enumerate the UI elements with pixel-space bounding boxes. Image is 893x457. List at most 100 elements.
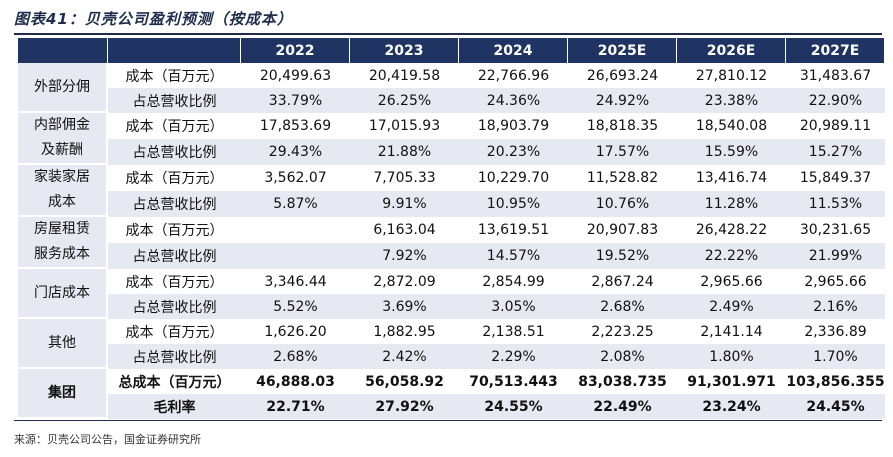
value-cell: 20,499.63 — [259, 67, 332, 84]
value-cell: 20,419.58 — [368, 67, 441, 84]
value-cell: 5.87% — [241, 191, 350, 217]
value-cell: 22.71% — [241, 394, 350, 419]
value-cell: 7,705.33 — [373, 170, 436, 186]
value-cell: 20.23% — [459, 139, 568, 165]
value-cell: 2,872.09 — [373, 273, 436, 290]
value-cell: 20,989.11 — [799, 118, 872, 134]
row-label: 占总营收比例 — [108, 294, 241, 319]
table-row: 占总营收比例 2.68% 2.42% 2.29% 2.08% 1.80% 1.70% — [18, 344, 885, 369]
table-row: 占总营收比例 7.92% 14.57% 19.52% 22.22% 21.99% — [18, 243, 885, 269]
table-row: 外部分佣 成本（百万元） 20,499.63 20,419.58 22,766.96 26… — [18, 63, 885, 113]
group-label-line: 内部佣金 — [34, 117, 90, 133]
value-cell: 26,428.22 — [695, 222, 768, 238]
value-cell: 3.05% — [459, 294, 568, 319]
group-label-line: 外部分佣 — [34, 78, 90, 95]
value-cell: 3,346.44 — [264, 273, 327, 290]
value-cell: 83,038.735 — [578, 373, 667, 390]
row-label: 毛利率 — [108, 394, 241, 419]
value-cell: 1.80% — [677, 344, 786, 369]
value-cell: 15.27% — [786, 139, 885, 165]
value-cell: 17.57% — [568, 139, 677, 165]
table-row: 占总营收比例 29.43% 21.88% 20.23% 17.57% 15.59% 15.2… — [18, 139, 885, 165]
value-cell: 13,416.74 — [695, 170, 768, 186]
value-cell: 15,849.37 — [799, 170, 872, 186]
table-row: 占总营收比例 33.79% 26.25% 24.36% 24.92% 23.38% 22.9… — [18, 88, 885, 113]
value-cell: 2,138.51 — [482, 323, 545, 340]
group-label-line: 房屋租赁 — [34, 221, 90, 237]
value-cell: 24.92% — [568, 88, 677, 113]
header-year: 2022 — [241, 38, 350, 63]
value-cell: 23.24% — [677, 394, 786, 419]
row-label: 成本（百万元） — [125, 68, 224, 85]
group-label: 家装家居 成本 — [18, 165, 108, 217]
header-blank — [18, 38, 108, 63]
chart-title: 图表41：贝壳公司盈利预测（按成本） — [14, 10, 293, 28]
row-label: 占总营收比例 — [108, 88, 241, 113]
row-label: 成本（百万元） — [125, 223, 224, 239]
header-row: 2022 2023 2024 2025E 2026E 2027E — [18, 38, 885, 63]
table-row: 集团 总成本（百万元） 46,888.03 56,058.92 70,513.443 83… — [18, 369, 885, 419]
group-label: 集团 — [18, 369, 108, 419]
source-note: 来源：贝壳公司公告，国金证券研究所 — [14, 433, 201, 446]
table-body: 外部分佣 成本（百万元） 20,499.63 20,419.58 22,766.96 26… — [18, 63, 885, 419]
group-label-line: 集团 — [48, 384, 76, 401]
header-year: 2025E — [568, 38, 677, 63]
group-label-line: 成本 — [48, 194, 76, 210]
value-cell: 46,888.03 — [256, 373, 335, 390]
row-label: 成本（百万元） — [125, 119, 224, 135]
value-cell: 3,562.07 — [264, 170, 327, 186]
value-cell: 20,907.83 — [586, 222, 659, 238]
value-cell: 2,336.89 — [804, 323, 867, 340]
value-cell: 10.95% — [459, 191, 568, 217]
header-year: 2027E — [786, 38, 885, 63]
value-cell: 24.36% — [459, 88, 568, 113]
header-year: 2024 — [459, 38, 568, 63]
value-cell: 2.49% — [677, 294, 786, 319]
value-cell: 29.43% — [241, 139, 350, 165]
row-label: 成本（百万元） — [125, 274, 224, 291]
value-cell: 91,301.971 — [687, 373, 776, 390]
value-cell: 31,483.67 — [799, 67, 872, 84]
group-label-line: 门店成本 — [34, 284, 90, 301]
value-cell: 2.42% — [350, 344, 459, 369]
value-cell: 2.68% — [241, 344, 350, 369]
value-cell: 2.68% — [568, 294, 677, 319]
value-cell — [241, 243, 350, 269]
value-cell: 18,540.08 — [695, 118, 768, 134]
value-cell: 17,853.69 — [259, 118, 332, 134]
value-cell: 23.38% — [677, 88, 786, 113]
value-cell: 56,058.92 — [365, 373, 444, 390]
header-year: 2023 — [350, 38, 459, 63]
value-cell: 2.08% — [568, 344, 677, 369]
value-cell: 7.92% — [350, 243, 459, 269]
value-cell: 2,867.24 — [591, 273, 654, 290]
header-blank — [108, 38, 241, 63]
value-cell: 10,229.70 — [477, 170, 550, 186]
group-label-line: 及薪酬 — [41, 142, 83, 158]
value-cell: 1.70% — [786, 344, 885, 369]
row-label: 占总营收比例 — [108, 191, 241, 217]
row-label: 占总营收比例 — [108, 243, 241, 269]
value-cell: 13,619.51 — [477, 222, 550, 238]
value-cell: 33.79% — [241, 88, 350, 113]
header-year: 2026E — [677, 38, 786, 63]
value-cell: 2,141.14 — [700, 323, 763, 340]
table-row: 毛利率 22.71% 27.92% 24.55% 22.49% 23.24% 24.45% — [18, 394, 885, 419]
value-cell: 15.59% — [677, 139, 786, 165]
bottom-rule — [14, 420, 882, 421]
value-cell: 70,513.443 — [469, 373, 558, 390]
group-label-line: 其他 — [48, 334, 76, 351]
value-cell: 10.76% — [568, 191, 677, 217]
group-label: 内部佣金 及薪酬 — [18, 113, 108, 165]
value-cell — [241, 217, 350, 243]
table-row: 内部佣金 及薪酬 成本（百万元） 17,853.69 17,015.93 18,903.7… — [18, 113, 885, 165]
row-label: 总成本（百万元） — [118, 374, 231, 391]
table-row: 其他 成本（百万元） 1,626.20 1,882.95 2,138.51 2,223.2… — [18, 319, 885, 369]
value-cell: 17,015.93 — [368, 118, 441, 134]
value-cell: 11.28% — [677, 191, 786, 217]
value-cell: 24.55% — [459, 394, 568, 419]
group-label-line: 服务成本 — [34, 246, 90, 262]
top-rule — [14, 33, 882, 35]
value-cell: 30,231.65 — [799, 222, 872, 238]
row-label: 占总营收比例 — [108, 344, 241, 369]
